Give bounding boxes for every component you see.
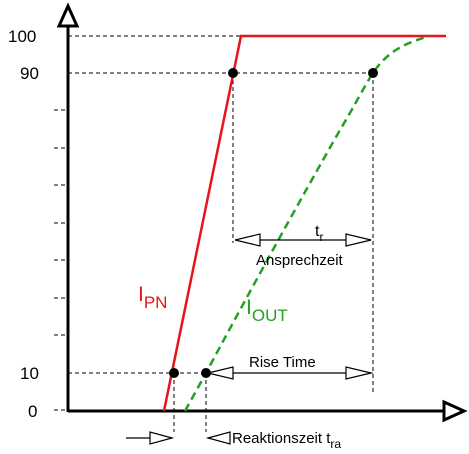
response-time-symbol: tr [315,223,323,244]
reaction-time-label: Reaktionszeit tra [232,430,341,451]
input-current-label: IPN [138,283,167,312]
input-current-label-sub: PN [144,293,168,312]
y-tick-label-90: 90 [20,64,39,83]
input-10-point [169,368,179,378]
reaction-time-left-arrow-icon [149,431,175,445]
response-time-arrow-right-icon [345,233,372,247]
x-axis-arrow-icon [442,399,468,423]
response-time-arrow-left-icon [234,233,261,247]
input-90-point [228,68,238,78]
rise-time-arrow-right-icon [345,366,372,380]
response-time-symbol-main: t [315,223,320,240]
crossing-points [169,68,378,378]
y-tick-label-0: 0 [28,402,37,421]
reaction-time-label-main: Reaktionszeit t [232,430,331,447]
reaction-time-label-sub: ra [330,437,341,451]
output-current-label: IOUT [246,296,288,325]
axes [56,2,468,423]
y-axis-minor-ticks [54,109,68,411]
output-90-point [368,68,378,78]
output-10-point [201,368,211,378]
output-current-line [183,34,431,412]
y-tick-label-100: 100 [8,27,36,46]
reaction-time-right-arrow-icon [205,431,231,445]
response-time-label: Ansprechzeit [256,252,344,269]
rise-time-arrow-left-icon [207,366,234,380]
y-tick-label-10: 10 [20,364,39,383]
response-time-arrow [234,233,372,247]
input-current-label-main: I [138,283,144,306]
rise-time-arrow [207,366,372,380]
input-current-line [162,34,446,412]
reaction-time-arrows [126,431,231,445]
response-time-symbol-sub: r [319,230,323,244]
output-current-label-main: I [246,296,252,319]
rise-time-label: Rise Time [249,354,316,371]
output-current-label-sub: OUT [252,306,288,325]
y-axis-arrow-icon [56,2,80,28]
